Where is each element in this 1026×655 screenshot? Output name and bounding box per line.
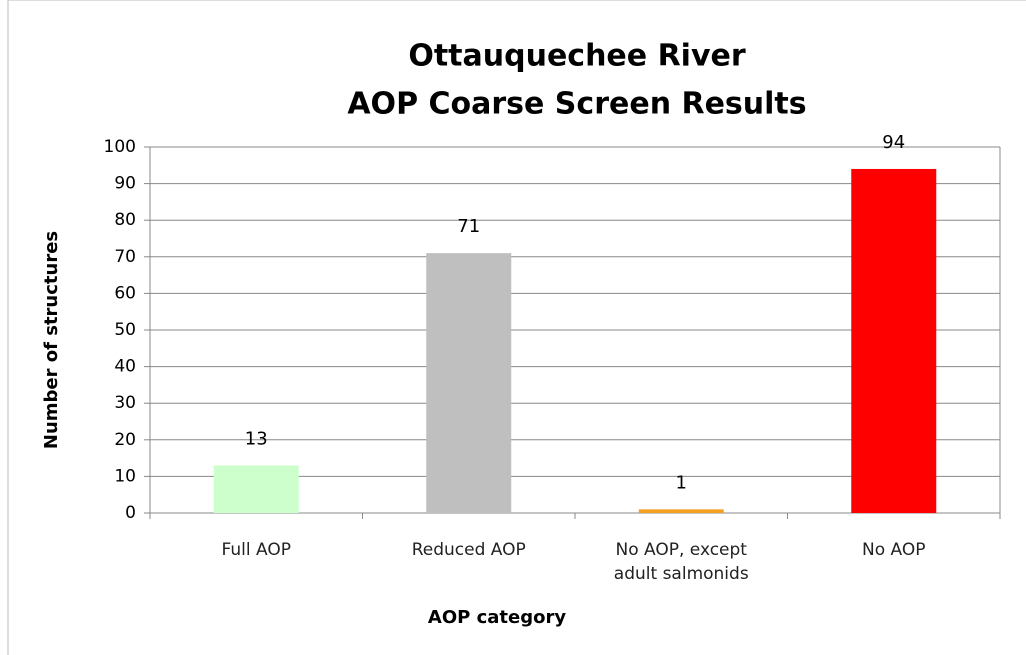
bar xyxy=(638,509,724,513)
chart-title: AOP Coarse Screen Results xyxy=(347,87,806,122)
data-label: 1 xyxy=(676,472,687,493)
chart-title: Ottauquechee River xyxy=(408,39,746,74)
x-tick-label: No AOP, except adult salmonids xyxy=(613,540,749,584)
data-label: 94 xyxy=(882,132,905,153)
y-tick-label: 60 xyxy=(114,283,136,303)
y-tick-label: 90 xyxy=(114,174,136,194)
data-label: 71 xyxy=(457,216,480,237)
y-tick-label: 0 xyxy=(125,503,136,523)
y-tick-label: 80 xyxy=(114,210,136,230)
y-axis-label: Number of structures xyxy=(41,231,62,449)
y-tick-label: 30 xyxy=(114,393,136,413)
bar xyxy=(426,253,512,513)
data-label: 13 xyxy=(245,428,268,449)
y-tick-label: 10 xyxy=(114,466,136,486)
x-axis-label: AOP category xyxy=(428,607,566,628)
y-tick-label: 50 xyxy=(114,320,136,340)
x-tick-label: Reduced AOP xyxy=(411,540,526,560)
x-tick-label: Full AOP xyxy=(221,540,291,560)
bar xyxy=(851,168,937,513)
y-tick-label: 20 xyxy=(114,430,136,450)
y-tick-label: 100 xyxy=(104,137,136,157)
x-tick-label: No AOP xyxy=(862,540,926,560)
y-tick-label: 70 xyxy=(114,247,136,267)
bar xyxy=(213,465,299,513)
y-tick-label: 40 xyxy=(114,357,136,377)
